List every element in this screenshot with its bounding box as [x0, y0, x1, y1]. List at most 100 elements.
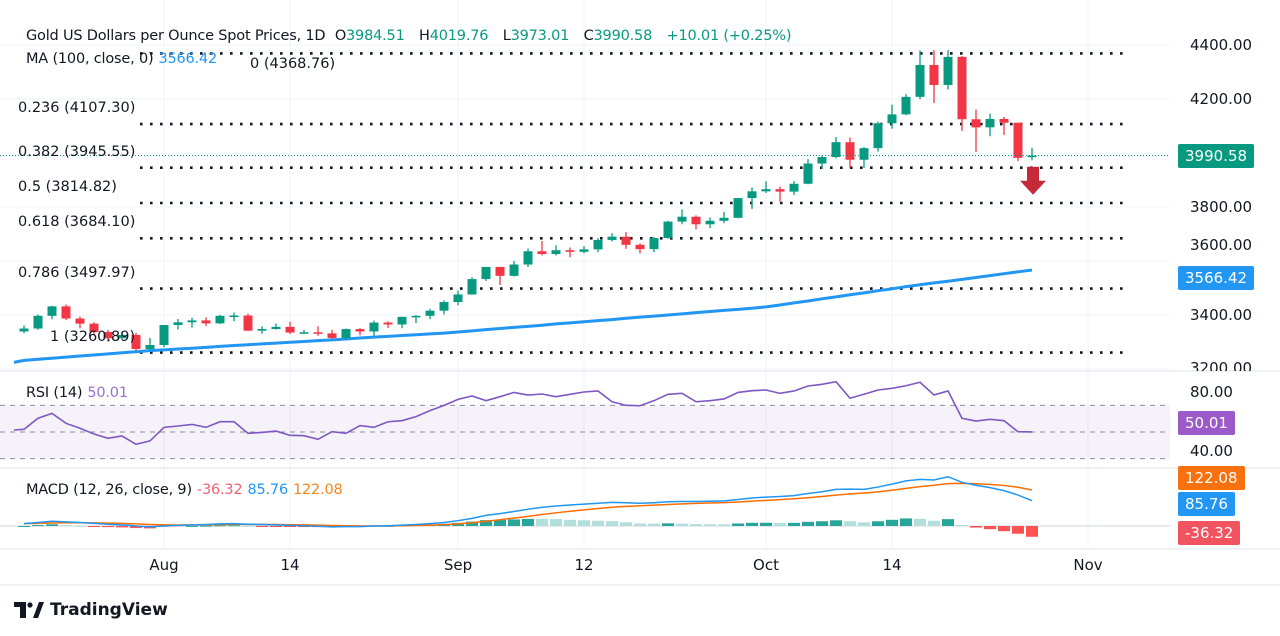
macd-histogram-bar [32, 525, 44, 527]
macd-histogram-bar [564, 519, 576, 526]
candle-body [677, 216, 687, 222]
macd-histogram-bar [886, 519, 898, 526]
candle-body [705, 220, 715, 225]
macd-histogram-bar [648, 523, 660, 526]
macd-histogram-bar [1026, 526, 1038, 537]
candle-body [173, 322, 183, 325]
time-tick-label: Sep [443, 556, 473, 574]
price-tick: 3200.00 [1190, 359, 1253, 371]
macd-histogram-bar [88, 526, 100, 527]
macd-histogram-bar [284, 526, 296, 527]
price-tick: 3400.00 [1190, 306, 1253, 324]
price-tick: 3800.00 [1190, 198, 1253, 216]
price-tick: 4200.00 [1190, 90, 1253, 108]
candle-body [117, 334, 127, 339]
candle-body [341, 329, 351, 338]
low-label: L [502, 28, 511, 44]
ma-legend[interactable]: MA (100, close, 0) 3566.42 [26, 51, 222, 67]
macd-badge: 85.76 [1178, 492, 1235, 516]
macd-line [23, 475, 1033, 528]
time-tick-label: Nov [1073, 556, 1103, 574]
macd-histogram-bar [942, 519, 954, 526]
macd-histogram-bar [270, 526, 282, 527]
rsi-legend-value: 50.01 [87, 385, 128, 401]
time-tick-label: Aug [149, 556, 179, 574]
macd-legend[interactable]: MACD (12, 26, close, 9) -36.32 85.76 122.08 [26, 482, 348, 498]
candle-body [579, 249, 589, 252]
candle-body [691, 216, 701, 225]
down-arrow-icon [1020, 166, 1046, 195]
candle-body [355, 329, 365, 332]
macd-histogram-bar [46, 524, 58, 526]
macd-histogram-bar [620, 522, 632, 526]
candle-body [761, 189, 771, 192]
candle-body [285, 326, 295, 333]
candle-body [327, 333, 337, 338]
candle-body [523, 251, 533, 265]
candle-body [495, 266, 505, 276]
ma-legend-label: MA (100, close, 0) [26, 51, 154, 67]
candle-body [453, 294, 463, 303]
open-value: 3984.51 [346, 28, 405, 44]
fib-level-label: 0 (4368.76) [250, 56, 336, 73]
macd-signal-value: 122.08 [292, 482, 343, 498]
price-tick: 3600.00 [1190, 236, 1253, 254]
tradingview-logo-icon [14, 602, 44, 618]
fib-level-label: 0.786 (3497.97) [18, 264, 136, 281]
macd-histogram-bar [914, 518, 926, 526]
candle-body [607, 236, 617, 240]
macd-histogram-bar [998, 526, 1010, 532]
candle-body [61, 306, 71, 319]
macd-histogram-bar [18, 526, 30, 527]
candle-body [943, 56, 953, 85]
candle-body [663, 221, 673, 239]
candle-body [187, 320, 197, 323]
candle-body [229, 315, 239, 318]
rsi-line [13, 380, 1033, 446]
candle-body [831, 142, 841, 158]
macd-histogram-bar [494, 519, 506, 526]
candle-body [201, 320, 211, 324]
rsi-tick: 80.00 [1190, 383, 1233, 401]
candle-body [551, 250, 561, 254]
time-tick-label: 14 [280, 556, 300, 574]
macd-histogram-bar [662, 523, 674, 526]
macd-histogram-bar [228, 525, 240, 527]
macd-histogram-bar [130, 526, 142, 529]
candle-body [89, 323, 99, 333]
candle-body [985, 118, 995, 128]
macd-histogram-bar [466, 521, 478, 526]
candle-body [243, 315, 253, 331]
candle-body [537, 251, 547, 254]
candle-body [789, 183, 799, 192]
candle-body [439, 302, 449, 311]
macd-histogram-bar [858, 522, 870, 526]
histogram-badge: -36.32 [1178, 521, 1241, 545]
macd-histogram-bar [102, 526, 114, 528]
macd-histogram-bar [676, 523, 688, 526]
fib-level-label: 0.236 (4107.30) [18, 100, 136, 117]
candle-body [901, 96, 911, 115]
open-label: O [334, 28, 347, 44]
ma-legend-value: 3566.42 [158, 51, 218, 67]
macd-histogram-bar [522, 518, 534, 526]
macd-histogram-bar [872, 521, 884, 526]
tradingview-logo[interactable]: TradingView [14, 600, 168, 620]
candle-body [19, 328, 29, 332]
candle-body [817, 157, 827, 164]
last-price-badge: 3990.58 [1178, 144, 1255, 168]
macd-histogram-bar [1012, 526, 1024, 534]
macd-histogram-bar [928, 520, 940, 526]
candle-body [75, 318, 85, 324]
symbol-title: Gold US Dollars per Ounce Spot Prices, 1… [26, 28, 326, 44]
candle-body [1027, 155, 1037, 158]
macd-histogram-bar [746, 522, 758, 526]
candle-body [775, 189, 785, 192]
candle-body [103, 332, 113, 339]
macd-histogram-bar [200, 525, 212, 527]
candle-body [299, 332, 309, 334]
candle-body [425, 310, 435, 316]
rsi-legend[interactable]: RSI (14) 50.01 [26, 385, 133, 401]
candle-body [369, 322, 379, 332]
